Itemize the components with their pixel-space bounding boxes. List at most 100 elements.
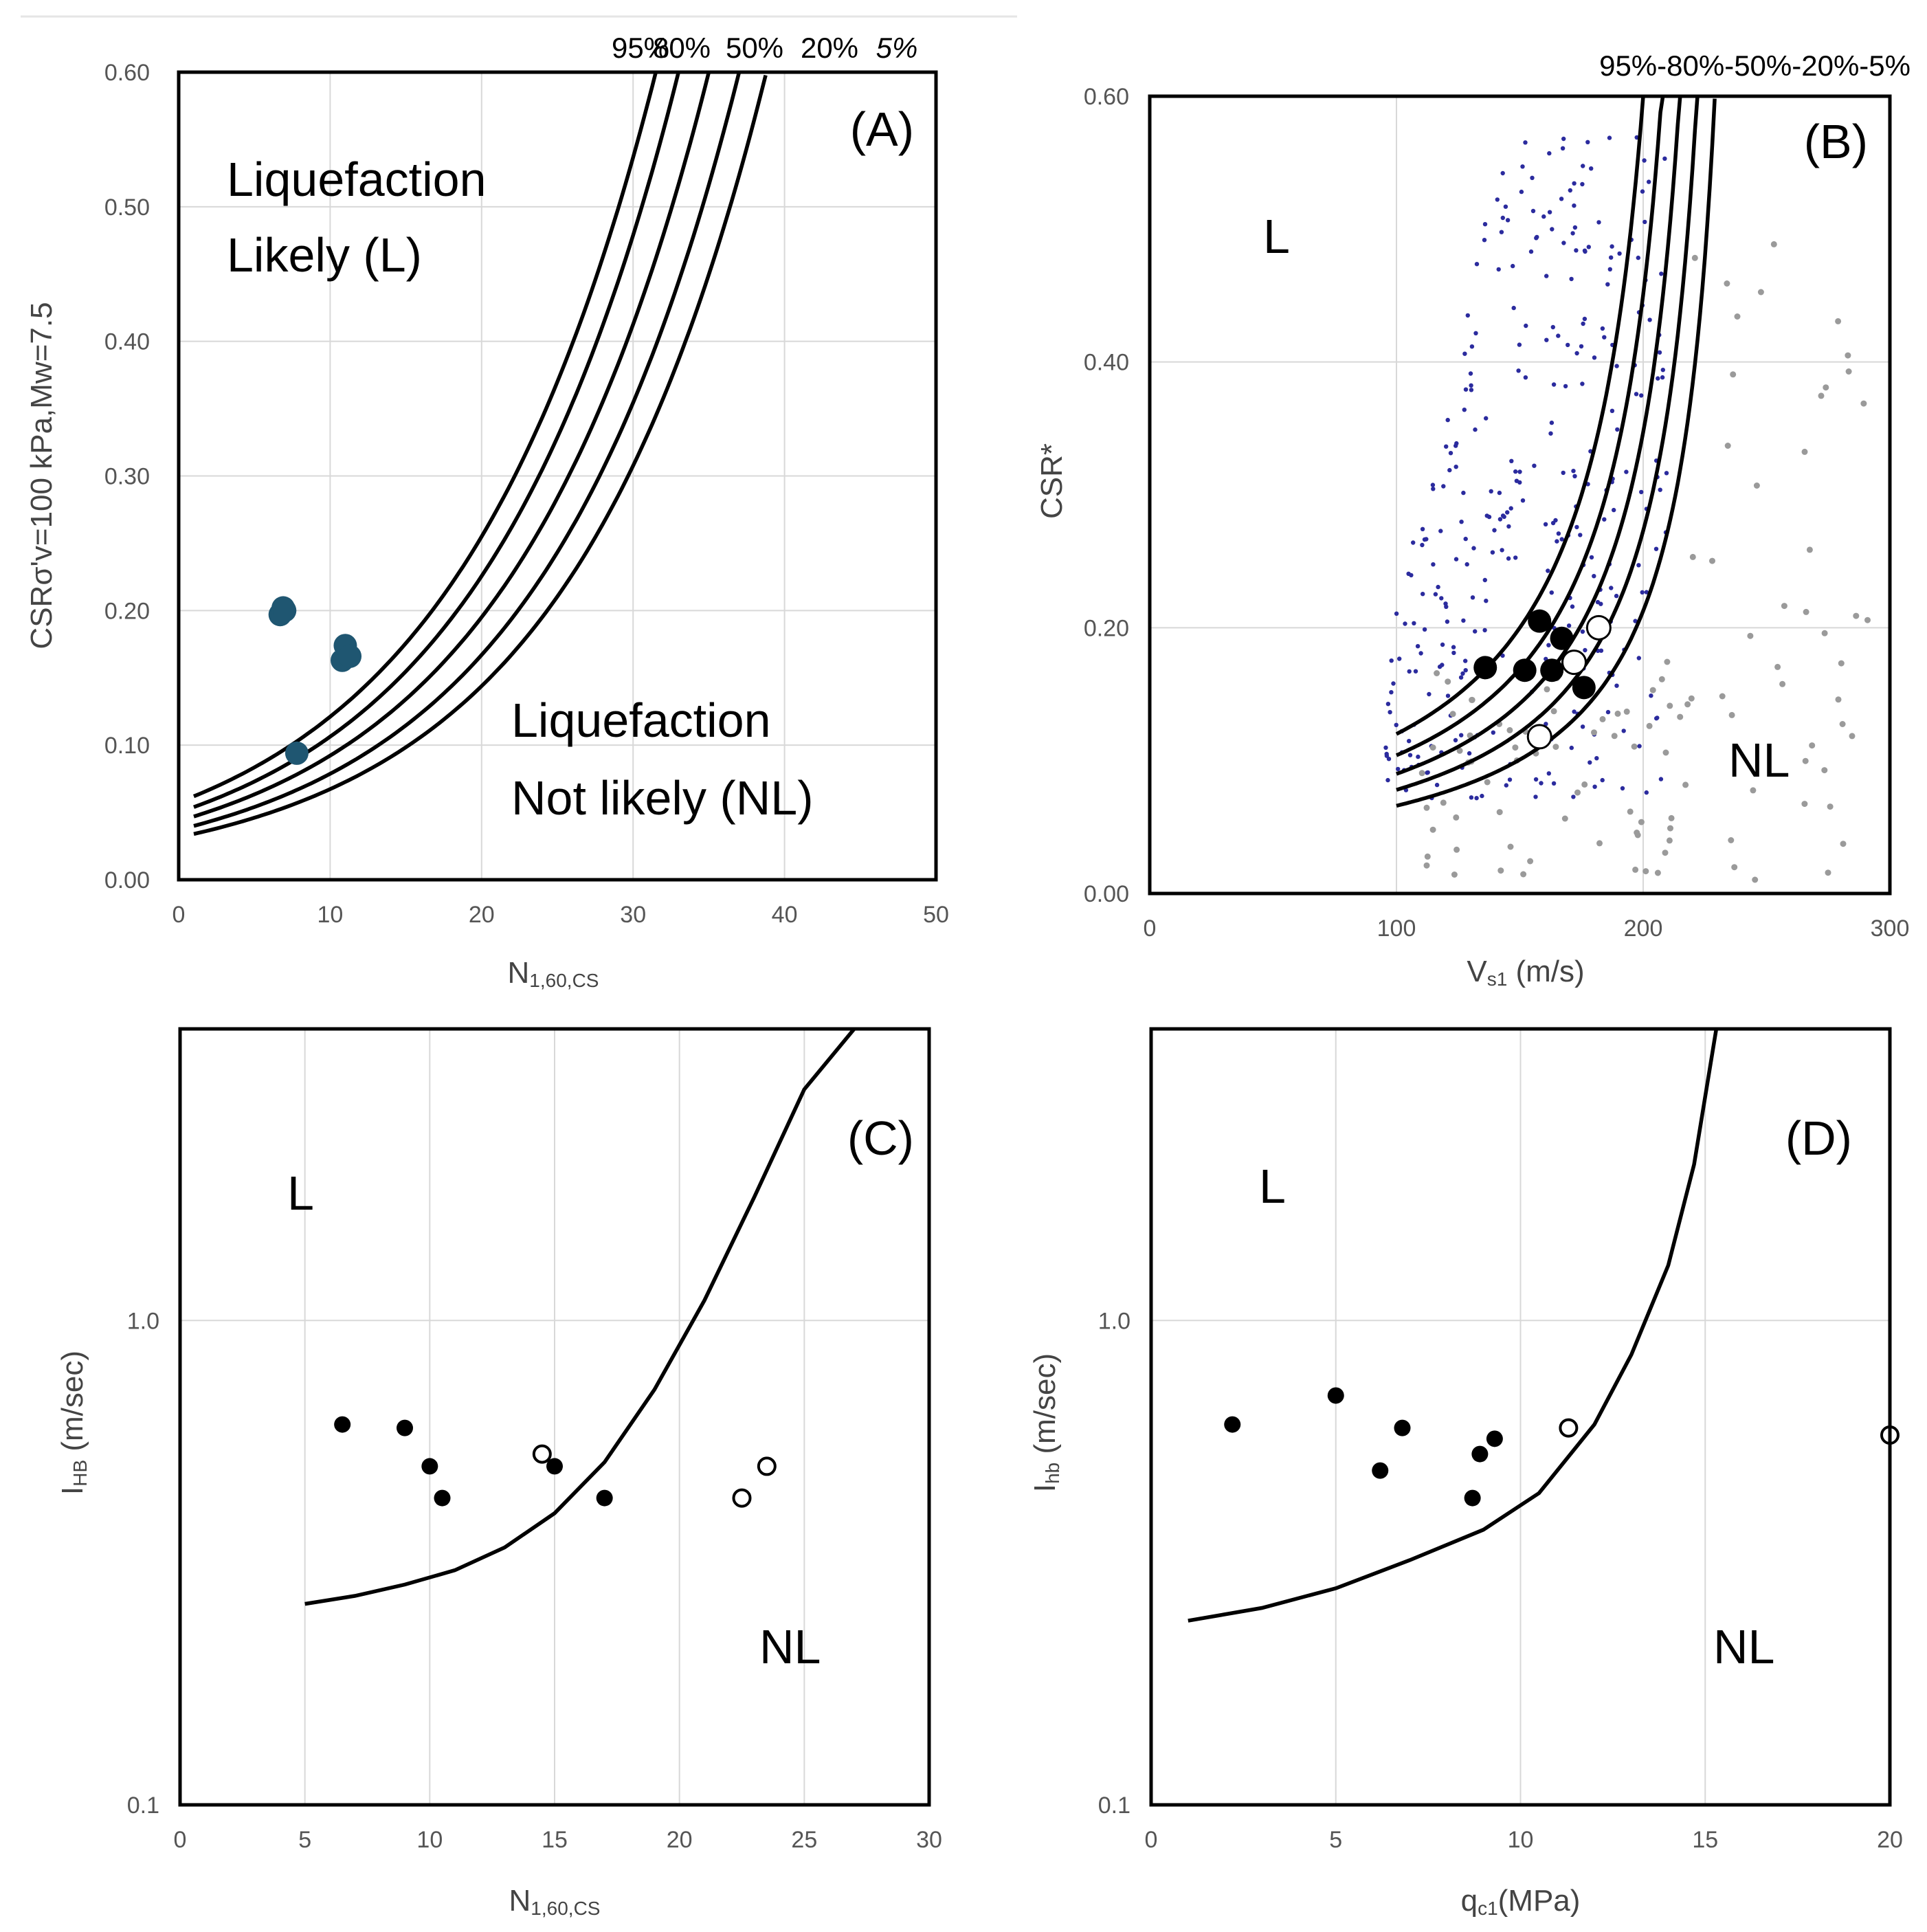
background-dot [1658,777,1664,781]
background-dot [1825,869,1831,876]
background-dot [1612,507,1616,513]
liquefied-point [1550,626,1574,650]
x-tick-label: 20 [667,1827,693,1853]
crr-curve [1396,98,1717,808]
boundary-curve [1188,1028,1719,1623]
panel-b: 0 100 200 300 0.00 0.20 0.40 0.60 95%-80%-50%-20… [1035,49,1911,990]
background-dot [1677,713,1684,720]
background-dot [1523,140,1528,145]
background-dot [1849,733,1856,740]
background-dot [1440,663,1445,667]
panel-label: (A) [850,102,914,156]
background-dot [1556,333,1561,338]
x-tick-label: 0 [1144,915,1157,942]
background-dot [1535,234,1539,240]
background-dot [1528,249,1534,254]
background-dot [1412,621,1416,625]
non-liquefied-point [1561,649,1587,676]
background-dot [1469,383,1473,388]
non-liquefied-point [1585,614,1612,641]
background-dot [1552,744,1559,751]
background-dot [1550,324,1555,330]
background-dot [1724,443,1731,449]
x-axis-title: N1,60,CS [508,956,599,991]
background-dot [1507,777,1513,782]
x-tick-label: 40 [772,902,798,928]
region-label-l: L [1259,1159,1286,1213]
boundary-curve [304,1028,856,1606]
background-dot [1664,471,1669,476]
background-dot [1508,506,1513,511]
background-dot [1458,675,1464,680]
background-dot [1609,586,1614,590]
background-dot [1636,563,1641,568]
background-dot [1519,189,1524,195]
background-dot [1504,783,1508,788]
background-dot [1730,371,1737,378]
background-dot [1546,643,1551,647]
y-tick-label: 0.20 [1084,615,1129,641]
background-dot [1599,648,1604,653]
background-dot [1835,696,1842,703]
background-dot [1507,843,1514,850]
background-dot [1731,864,1738,871]
background-dot [1860,400,1867,407]
background-dot [1434,670,1440,676]
background-dot [1682,781,1689,788]
panel-c: 0 5 10 15 20 25 30 0.1 1.0 (C) L NL N1,60,CS IHB (m/s… [56,1027,942,1919]
background-dot [1513,469,1518,474]
background-dot [1497,517,1503,522]
background-dot [1409,573,1414,578]
background-dot [1649,693,1653,698]
background-dot [1539,781,1544,786]
background-dot [1434,782,1440,788]
background-dot [1578,533,1583,537]
background-dot [1394,611,1399,616]
background-dot [1517,342,1522,347]
background-dot [1592,784,1597,789]
background-dot [1444,444,1449,449]
panel-label: (C) [847,1111,914,1165]
liquefied-point [1473,656,1497,680]
background-dot [1469,388,1474,392]
panel-label: (B) [1804,115,1868,168]
background-dot [1550,708,1557,715]
background-dot [1411,540,1416,545]
background-dot [1728,711,1735,718]
region-label-nl: NL [1728,733,1790,787]
background-dot [1527,858,1534,865]
background-dot [1658,676,1665,682]
background-dot [1445,678,1451,685]
background-dot [1602,335,1607,340]
background-dot [1461,618,1466,623]
background-dot [1627,808,1634,815]
liquefied-point [1372,1462,1389,1479]
background-dot [1496,809,1503,816]
x-tick-label: 10 [1508,1827,1534,1853]
background-dot [1420,526,1425,531]
background-dot [1439,596,1444,601]
background-dot [1806,546,1813,553]
background-dot [1607,267,1612,271]
background-dot [1574,524,1579,530]
x-tick-label: 10 [416,1827,443,1853]
background-dot [1453,737,1458,743]
background-dot [1388,710,1392,715]
background-dot [1431,562,1436,567]
background-dot [1544,722,1548,726]
x-tick-label: 0 [1145,1827,1158,1853]
background-dot [1389,658,1394,663]
background-dot [1664,658,1671,665]
background-dot [1489,489,1493,493]
background-dot [1549,420,1555,425]
background-dot [1553,518,1558,523]
background-dot [1551,781,1557,786]
y-tick-label: 0.40 [1084,350,1129,376]
background-dot [1581,164,1585,168]
y-tick-label: 1.0 [1098,1308,1130,1334]
background-dot [1647,179,1651,184]
background-dot [1719,693,1726,700]
background-dot [1667,702,1673,709]
background-dot [1656,376,1660,381]
background-dot [1634,392,1639,397]
